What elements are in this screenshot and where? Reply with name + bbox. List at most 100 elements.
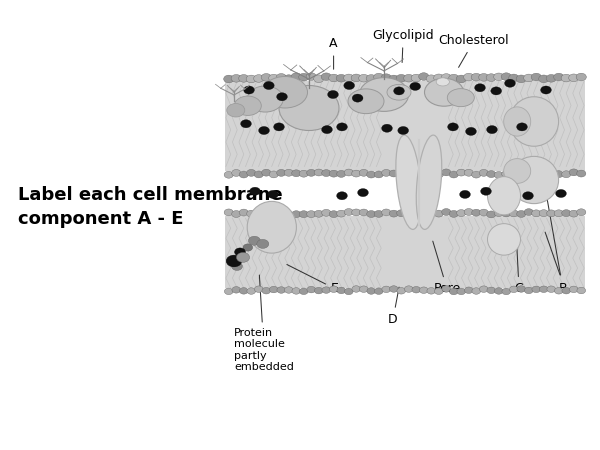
Circle shape (509, 210, 518, 217)
Text: A: A (329, 37, 338, 69)
Circle shape (569, 286, 578, 292)
Circle shape (486, 74, 496, 81)
Circle shape (248, 236, 260, 245)
Circle shape (479, 73, 489, 81)
Ellipse shape (227, 104, 245, 117)
Circle shape (359, 169, 368, 176)
Circle shape (292, 211, 301, 218)
Circle shape (247, 288, 256, 294)
Circle shape (314, 288, 323, 294)
Bar (225, 216, 585, 288)
Circle shape (442, 209, 451, 216)
Circle shape (366, 75, 376, 82)
Circle shape (244, 86, 254, 94)
Text: Glycolipid: Glycolipid (373, 29, 434, 63)
Text: E: E (287, 265, 339, 295)
Circle shape (449, 211, 458, 217)
Circle shape (314, 75, 324, 82)
Circle shape (322, 287, 331, 293)
Circle shape (269, 74, 279, 82)
Circle shape (569, 169, 578, 176)
Ellipse shape (396, 135, 421, 230)
Text: Pore: Pore (433, 241, 461, 295)
Circle shape (382, 209, 391, 216)
Circle shape (314, 210, 323, 217)
Ellipse shape (504, 107, 531, 136)
Circle shape (502, 288, 511, 295)
Circle shape (517, 123, 527, 131)
Circle shape (561, 74, 571, 82)
Circle shape (224, 288, 233, 295)
Ellipse shape (425, 78, 464, 106)
Circle shape (329, 211, 338, 217)
FancyBboxPatch shape (225, 32, 585, 414)
Circle shape (576, 73, 586, 81)
Circle shape (344, 208, 353, 216)
Circle shape (398, 126, 409, 135)
Circle shape (556, 189, 566, 198)
Circle shape (509, 74, 519, 82)
Bar (225, 81, 585, 171)
Circle shape (263, 81, 274, 90)
Ellipse shape (359, 77, 409, 112)
Circle shape (277, 287, 286, 293)
Circle shape (546, 75, 556, 82)
Circle shape (471, 73, 481, 81)
Circle shape (442, 286, 451, 292)
Circle shape (381, 74, 391, 81)
Circle shape (337, 192, 347, 200)
Ellipse shape (504, 159, 531, 184)
Circle shape (442, 169, 451, 176)
Circle shape (259, 126, 269, 135)
Circle shape (397, 171, 406, 179)
Circle shape (236, 252, 250, 262)
Circle shape (269, 211, 278, 218)
Circle shape (464, 208, 473, 216)
Circle shape (404, 210, 413, 217)
Circle shape (577, 287, 586, 294)
Circle shape (481, 187, 491, 195)
Circle shape (472, 209, 481, 216)
Circle shape (241, 120, 251, 128)
Circle shape (509, 286, 518, 292)
Circle shape (337, 210, 346, 217)
Circle shape (577, 170, 586, 177)
Circle shape (321, 73, 331, 81)
Circle shape (262, 169, 271, 176)
Circle shape (239, 171, 248, 178)
Circle shape (299, 73, 309, 81)
Circle shape (299, 211, 308, 218)
Circle shape (359, 209, 368, 216)
Circle shape (569, 210, 578, 217)
Text: Protein
molecule
partly
embedded: Protein molecule partly embedded (234, 275, 294, 373)
Circle shape (382, 124, 392, 132)
Circle shape (254, 286, 263, 292)
Circle shape (277, 170, 286, 176)
Circle shape (494, 73, 504, 81)
Circle shape (524, 74, 534, 82)
Circle shape (475, 84, 485, 92)
Circle shape (359, 74, 369, 82)
Circle shape (412, 287, 421, 293)
Circle shape (224, 171, 233, 178)
Circle shape (411, 74, 421, 82)
Circle shape (232, 262, 242, 270)
Circle shape (367, 171, 376, 178)
Circle shape (235, 248, 245, 256)
Circle shape (284, 287, 293, 293)
Circle shape (547, 171, 556, 177)
Circle shape (224, 75, 234, 83)
Circle shape (419, 73, 429, 81)
Circle shape (448, 123, 458, 131)
Circle shape (299, 288, 308, 295)
Circle shape (404, 74, 414, 82)
Ellipse shape (436, 78, 449, 86)
Circle shape (427, 170, 436, 177)
Circle shape (491, 87, 502, 95)
Circle shape (412, 171, 421, 178)
Circle shape (232, 170, 241, 176)
Circle shape (501, 73, 511, 81)
Circle shape (291, 73, 301, 81)
Circle shape (449, 74, 459, 82)
Circle shape (232, 287, 241, 293)
